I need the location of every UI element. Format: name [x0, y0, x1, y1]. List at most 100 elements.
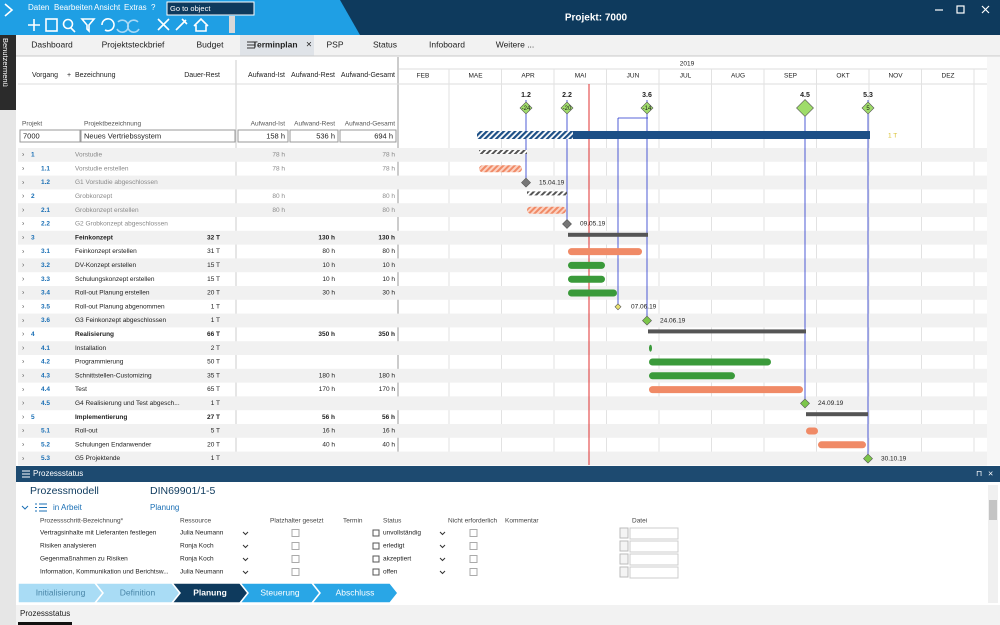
expand-icon[interactable]: › [22, 193, 25, 200]
menu-item[interactable]: ? [151, 3, 156, 12]
process-step-label[interactable]: Initialisierung [36, 587, 86, 597]
dropdown-arrow[interactable] [242, 570, 249, 575]
scrollbar[interactable] [988, 485, 998, 603]
calendar-icon[interactable] [372, 568, 380, 576]
expand-icon[interactable]: › [22, 373, 25, 380]
task-id[interactable]: 3.5 [41, 303, 50, 310]
dropdown-arrow[interactable] [439, 570, 446, 575]
expand-icon[interactable]: › [22, 428, 25, 435]
expand-icon[interactable]: › [22, 248, 25, 255]
add-icon[interactable]: + [67, 72, 71, 79]
task-id[interactable]: 4.3 [41, 372, 50, 379]
search-box[interactable] [166, 1, 255, 16]
task-id[interactable]: 3.1 [41, 248, 50, 255]
task-id[interactable]: 4 [31, 331, 35, 338]
file-field[interactable] [629, 553, 679, 566]
menu-item[interactable]: Extras [124, 3, 147, 12]
tab[interactable]: PSP [326, 39, 343, 49]
expand-icon[interactable]: › [22, 345, 25, 352]
panel-close[interactable]: × [988, 468, 993, 478]
expand-icon[interactable]: › [22, 166, 25, 173]
bottom-tab[interactable]: Prozessstatus [20, 609, 70, 618]
task-id[interactable]: 3.2 [41, 262, 50, 269]
task-id[interactable]: 5.3 [41, 455, 50, 462]
collapse-icon[interactable] [21, 505, 29, 510]
step-status[interactable]: offen [383, 569, 398, 576]
not-required-checkbox[interactable] [469, 542, 478, 550]
dropdown-arrow[interactable] [439, 544, 446, 549]
scroll-thumb[interactable] [989, 500, 997, 520]
task-id[interactable]: 5.1 [41, 428, 50, 435]
task-id[interactable]: 3 [31, 234, 35, 241]
side-menu-label[interactable]: Benutzermenü [1, 38, 10, 87]
task-id[interactable]: 1.2 [41, 179, 50, 186]
task-id[interactable]: 4.1 [41, 345, 50, 352]
expand-icon[interactable]: › [22, 359, 25, 366]
task-id[interactable]: 2 [31, 193, 35, 200]
expand-icon[interactable]: › [22, 221, 25, 228]
menu-item[interactable]: Daten [28, 3, 49, 12]
task-id[interactable]: 1 [31, 152, 35, 159]
calendar-icon[interactable] [372, 542, 380, 550]
expand-icon[interactable]: › [22, 304, 25, 311]
expand-icon[interactable]: › [22, 414, 25, 421]
expand-icon[interactable]: › [22, 152, 25, 159]
not-required-checkbox[interactable] [469, 568, 478, 576]
tab-close[interactable]: × [306, 40, 312, 51]
placeholder-checkbox[interactable] [291, 555, 300, 563]
dropdown-arrow[interactable] [439, 557, 446, 562]
task-id[interactable]: 3.4 [41, 290, 50, 297]
expand-icon[interactable]: › [22, 207, 25, 214]
panel-menu-icon[interactable] [22, 470, 30, 478]
step-status[interactable]: unvollständig [383, 530, 421, 537]
comment-spinner[interactable] [619, 527, 629, 539]
tab[interactable]: Budget [197, 39, 225, 49]
tab[interactable]: Status [373, 39, 397, 49]
placeholder-checkbox[interactable] [291, 542, 300, 550]
active-tab[interactable] [240, 35, 314, 56]
task-id[interactable]: 4.2 [41, 359, 50, 366]
task-id[interactable]: 4.4 [41, 386, 50, 393]
expand-icon[interactable]: › [22, 235, 25, 242]
dropdown-arrow[interactable] [439, 531, 446, 536]
expand-icon[interactable]: › [22, 290, 25, 297]
task-id[interactable]: 4.5 [41, 400, 50, 407]
tab[interactable]: Terminplan [252, 39, 297, 49]
tab[interactable]: Infoboard [429, 39, 465, 49]
dropdown-arrow[interactable] [242, 557, 249, 562]
comment-spinner[interactable] [619, 566, 629, 578]
comment-spinner[interactable] [619, 553, 629, 565]
tab[interactable]: Dashboard [31, 39, 73, 49]
task-id[interactable]: 3.3 [41, 276, 50, 283]
tab[interactable]: Projektsteckbrief [102, 39, 165, 49]
expand-icon[interactable]: › [22, 262, 25, 269]
process-step-label[interactable]: Abschluss [336, 587, 375, 597]
menu-item[interactable]: Bearbeiten [54, 3, 93, 12]
expand-icon[interactable]: › [22, 331, 25, 338]
gantt-scrollbar[interactable] [987, 57, 1000, 465]
task-id[interactable]: 3.6 [41, 317, 50, 324]
process-step-label[interactable]: Planung [193, 587, 227, 597]
calendar-icon[interactable] [372, 529, 380, 537]
dropdown-arrow[interactable] [242, 544, 249, 549]
task-id[interactable]: 1.1 [41, 165, 50, 172]
step-status[interactable]: akzeptiert [383, 556, 411, 563]
task-id[interactable]: 2.1 [41, 207, 50, 214]
menu-item[interactable]: Ansicht [94, 3, 121, 12]
task-id[interactable]: 5 [31, 414, 35, 421]
comment-spinner[interactable] [619, 540, 629, 552]
tab[interactable]: Weitere ... [496, 39, 535, 49]
toolbar-icons[interactable] [4, 3, 209, 33]
step-status[interactable]: erledigt [383, 543, 405, 550]
tab-menu-icon[interactable] [247, 41, 255, 49]
placeholder-checkbox[interactable] [291, 568, 300, 576]
process-step-label[interactable]: Steuerung [260, 587, 299, 597]
file-field[interactable] [629, 540, 679, 553]
expand-icon[interactable]: › [22, 442, 25, 449]
task-id[interactable]: 5.2 [41, 441, 50, 448]
task-id[interactable]: 2.2 [41, 221, 50, 228]
expand-icon[interactable]: › [22, 276, 25, 283]
calendar-icon[interactable] [372, 555, 380, 563]
window-controls[interactable] [935, 5, 990, 14]
placeholder-checkbox[interactable] [291, 529, 300, 537]
